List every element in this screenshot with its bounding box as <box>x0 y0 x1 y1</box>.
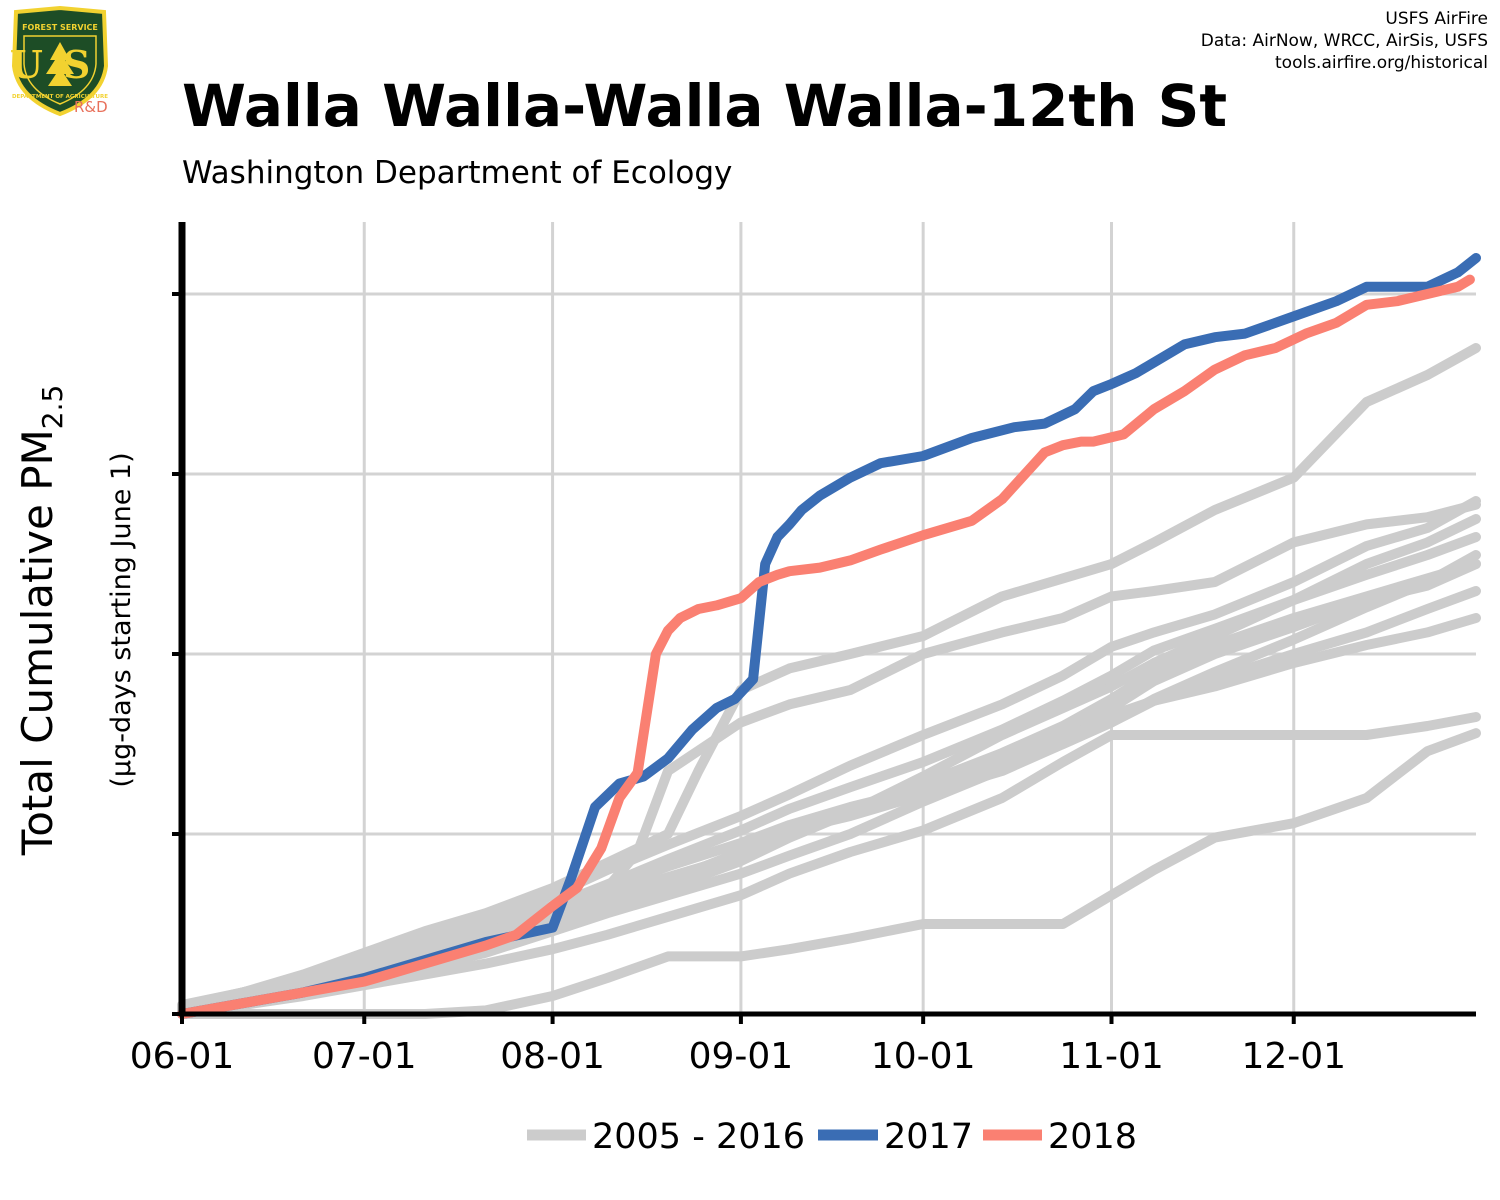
logo-tag: R&D <box>74 98 108 116</box>
axes <box>172 222 1476 1024</box>
x-tick-label-07-01: 07-01 <box>312 1036 417 1077</box>
credit-line-2: Data: AirNow, WRCC, AirSis, USFS <box>1200 31 1488 51</box>
series-line-historical-2 <box>177 514 1481 1014</box>
y-axis-title-main: Total Cumulative PM <box>13 429 62 856</box>
x-tick-label-10-01: 10-01 <box>871 1036 976 1077</box>
forest-service-shield-icon: FOREST SERVICE US DEPARTMENT OF AGRICULT… <box>10 6 111 117</box>
tree-icon <box>46 42 74 86</box>
y-axis-title-subscript: 2.5 <box>36 385 69 430</box>
x-tick-label-06-01: 06-01 <box>130 1036 235 1077</box>
series-line-2018 <box>177 274 1475 1019</box>
series-line-2017 <box>177 253 1481 1019</box>
credit-line-1: USFS AirFire <box>1385 9 1488 29</box>
series-line-historical-9 <box>177 499 1481 1014</box>
x-tick-label-11-01: 11-01 <box>1059 1036 1164 1077</box>
y-axis-subtitle: (µg-days starting June 1) <box>106 452 137 787</box>
x-tick-label-08-01: 08-01 <box>500 1036 605 1077</box>
x-tick-label-09-01: 09-01 <box>689 1036 794 1077</box>
x-tick-label-12-01: 12-01 <box>1241 1036 1346 1077</box>
series-line-historical-12 <box>177 728 1481 1019</box>
y-axis-labels: Total Cumulative PM2.5 (µg-days starting… <box>13 385 137 857</box>
credits: USFS AirFire Data: AirNow, WRCC, AirSis,… <box>1201 8 1488 74</box>
x-tick-labels: 06-01 07-01 08-01 09-01 10-01 11-01 12-01 <box>130 1036 1346 1077</box>
legend-label-1: 2005 - 2016 <box>592 1117 805 1157</box>
logo-letters: US <box>10 42 111 87</box>
series-line-historical-10 <box>177 343 1481 1012</box>
legend: 2005 - 2016 2017 2018 <box>527 1117 1137 1157</box>
y-axis-title: Total Cumulative PM2.5 <box>13 385 69 857</box>
logo-bottom-text: DEPARTMENT OF AGRICULTURE <box>12 94 108 100</box>
series-layer <box>177 253 1481 1019</box>
series-line-historical-11 <box>177 712 1481 1016</box>
legend-label-2: 2017 <box>884 1117 973 1157</box>
page-title: Walla Walla-Walla Walla-12th St <box>182 72 1228 140</box>
page-subtitle: Washington Department of Ecology <box>182 155 733 191</box>
legend-label-3: 2018 <box>1048 1117 1137 1157</box>
logo-top-text: FOREST SERVICE <box>22 23 98 32</box>
series-line-historical-8 <box>177 496 1481 1010</box>
credit-line-3: tools.airfire.org/historical <box>1275 53 1488 73</box>
